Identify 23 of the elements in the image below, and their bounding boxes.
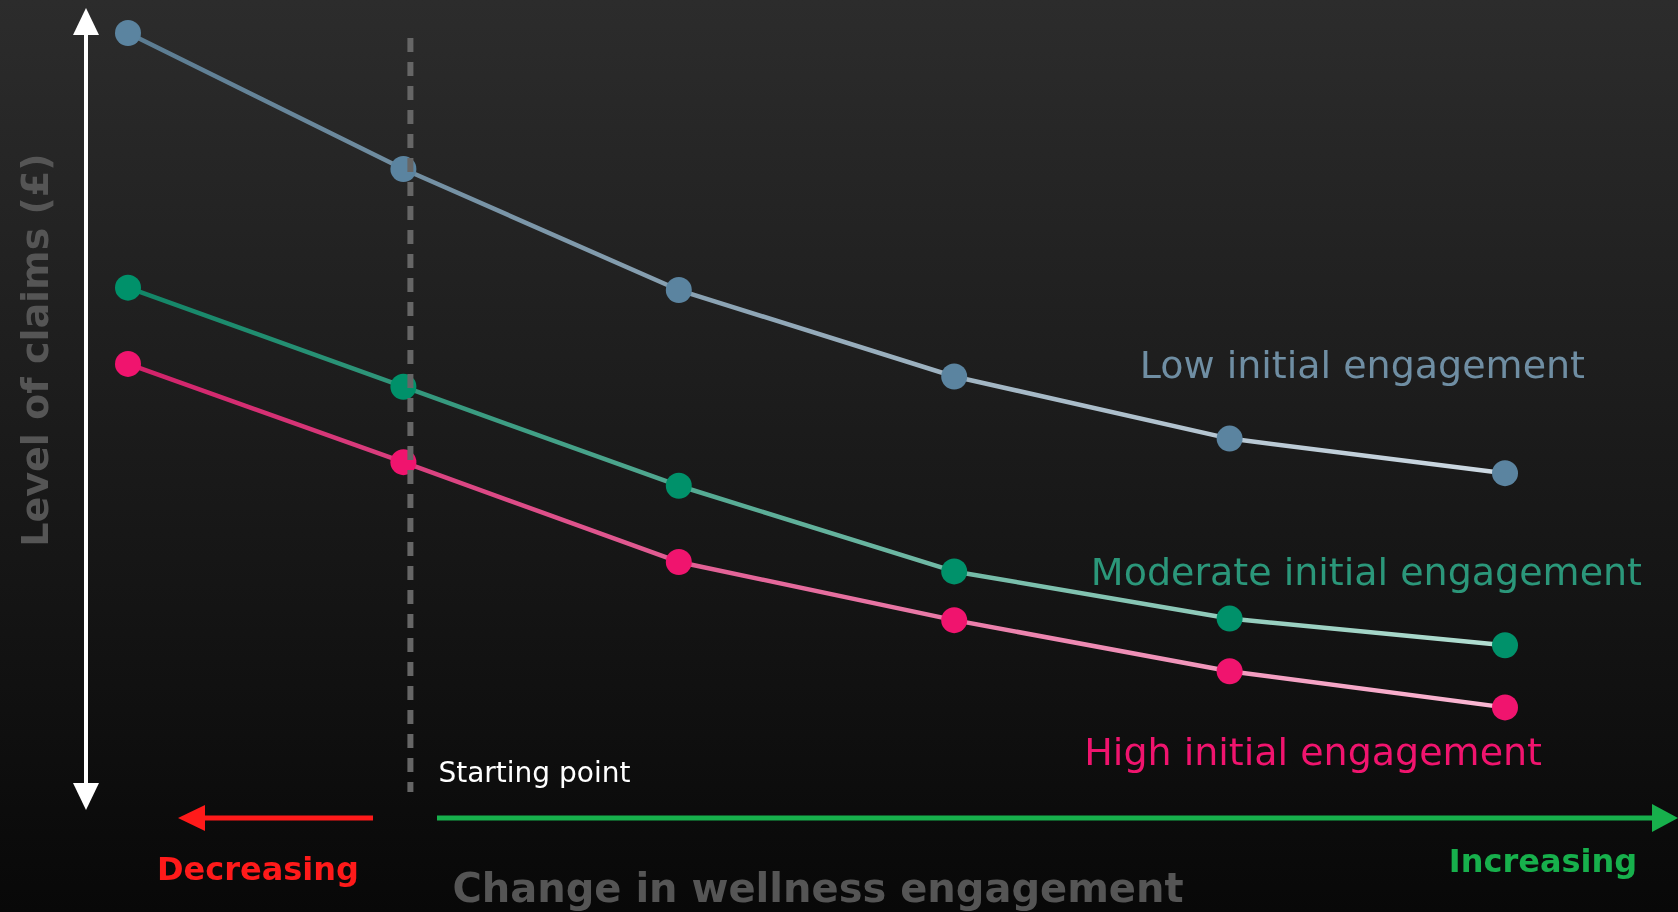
text: Decreasing <box>156 850 360 888</box>
point <box>115 20 141 46</box>
point <box>665 472 692 499</box>
point <box>941 607 968 634</box>
point <box>941 558 968 585</box>
series-label: Low initial engagement <box>1139 343 1585 388</box>
point <box>1216 658 1243 685</box>
point <box>941 363 968 390</box>
point <box>1216 605 1243 632</box>
point <box>1492 694 1518 721</box>
point <box>665 277 692 304</box>
y-axis-title: Level of claims (£) <box>13 153 57 547</box>
point <box>1492 460 1518 487</box>
series-label: Moderate initial engagement <box>1090 550 1642 595</box>
text: Increasing <box>1448 842 1638 880</box>
point <box>1216 425 1243 452</box>
point <box>665 548 692 575</box>
annotation: Starting point <box>438 756 631 789</box>
point <box>1492 632 1518 659</box>
series-label: High initial engagement <box>1084 730 1542 775</box>
x-axis-title: Change in wellness engagement <box>452 865 1184 911</box>
point <box>115 350 141 377</box>
point <box>115 274 141 301</box>
